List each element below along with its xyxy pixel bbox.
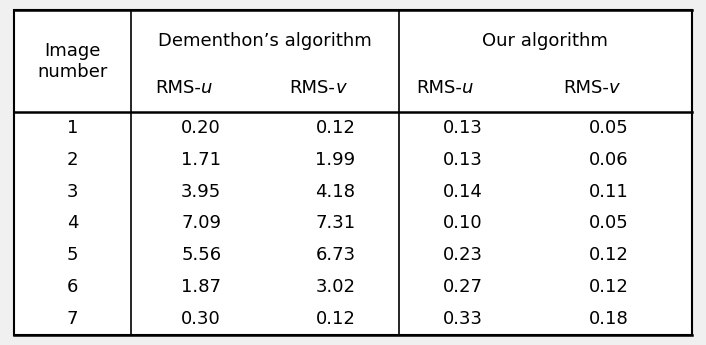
Text: 3.02: 3.02 <box>316 278 355 296</box>
Text: 1.71: 1.71 <box>181 151 221 169</box>
Text: 0.12: 0.12 <box>589 278 629 296</box>
Text: u: u <box>201 79 213 97</box>
Text: RMS-: RMS- <box>289 79 335 97</box>
Text: 1: 1 <box>66 119 78 137</box>
Text: 6.73: 6.73 <box>316 246 355 264</box>
Text: RMS-: RMS- <box>155 79 201 97</box>
Text: 0.30: 0.30 <box>181 310 221 328</box>
Text: 0.27: 0.27 <box>443 278 482 296</box>
Text: 5.56: 5.56 <box>181 246 221 264</box>
Text: 0.13: 0.13 <box>443 151 482 169</box>
Text: RMS-: RMS- <box>417 79 462 97</box>
Text: 6: 6 <box>66 278 78 296</box>
Text: 4.18: 4.18 <box>316 183 355 200</box>
Text: 0.18: 0.18 <box>589 310 629 328</box>
Text: 2: 2 <box>66 151 78 169</box>
Text: 7: 7 <box>66 310 78 328</box>
Text: 0.12: 0.12 <box>316 310 355 328</box>
Text: 3.95: 3.95 <box>181 183 222 200</box>
Text: 0.05: 0.05 <box>589 214 629 233</box>
Text: 0.14: 0.14 <box>443 183 482 200</box>
Text: 0.06: 0.06 <box>589 151 629 169</box>
Text: 1.87: 1.87 <box>181 278 221 296</box>
Text: 7.31: 7.31 <box>316 214 355 233</box>
Text: 0.23: 0.23 <box>443 246 482 264</box>
Text: 0.12: 0.12 <box>316 119 355 137</box>
Text: 1.99: 1.99 <box>316 151 355 169</box>
Text: Dementhon’s algorithm: Dementhon’s algorithm <box>158 32 371 50</box>
Text: 7.09: 7.09 <box>181 214 221 233</box>
Text: 0.13: 0.13 <box>443 119 482 137</box>
Text: 0.10: 0.10 <box>443 214 482 233</box>
Text: 0.05: 0.05 <box>589 119 629 137</box>
Text: 3: 3 <box>66 183 78 200</box>
Text: u: u <box>462 79 474 97</box>
Text: 5: 5 <box>66 246 78 264</box>
Text: Image
number: Image number <box>37 42 107 81</box>
Text: Our algorithm: Our algorithm <box>482 32 609 50</box>
Text: v: v <box>609 79 620 97</box>
Text: 0.33: 0.33 <box>443 310 482 328</box>
Text: 0.11: 0.11 <box>589 183 629 200</box>
Text: RMS-: RMS- <box>563 79 609 97</box>
Text: 4: 4 <box>66 214 78 233</box>
Text: 0.20: 0.20 <box>181 119 221 137</box>
Text: v: v <box>335 79 346 97</box>
Text: 0.12: 0.12 <box>589 246 629 264</box>
